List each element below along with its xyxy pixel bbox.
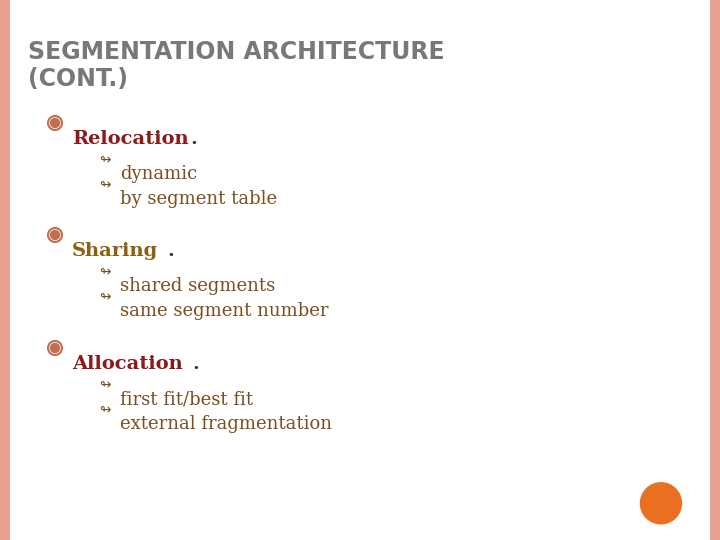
Text: ↬: ↬ — [99, 264, 111, 278]
Text: Relocation: Relocation — [72, 130, 189, 148]
Text: (CONT.): (CONT.) — [28, 67, 128, 91]
Text: .: . — [167, 242, 174, 260]
Text: same segment number: same segment number — [120, 302, 328, 320]
Text: by segment table: by segment table — [120, 190, 277, 208]
Text: shared segments: shared segments — [120, 277, 275, 295]
Text: Sharing: Sharing — [72, 242, 158, 260]
Text: .: . — [192, 355, 199, 373]
Circle shape — [50, 118, 60, 127]
Text: ↬: ↬ — [99, 152, 111, 166]
Circle shape — [641, 483, 681, 524]
Bar — [0, 0, 10, 540]
Text: external fragmentation: external fragmentation — [120, 415, 332, 433]
Text: ↬: ↬ — [99, 289, 111, 303]
Circle shape — [50, 231, 60, 240]
Text: first fit/best fit: first fit/best fit — [120, 390, 253, 408]
Text: ↬: ↬ — [99, 177, 111, 191]
Circle shape — [50, 343, 60, 353]
Text: dynamic: dynamic — [120, 165, 197, 183]
Text: Allocation: Allocation — [72, 355, 183, 373]
Text: ↬: ↬ — [99, 377, 111, 391]
Bar — [710, 0, 720, 540]
Text: ↬: ↬ — [99, 402, 111, 416]
Text: SEGMENTATION ARCHITECTURE: SEGMENTATION ARCHITECTURE — [28, 40, 445, 64]
Text: .: . — [190, 130, 197, 148]
